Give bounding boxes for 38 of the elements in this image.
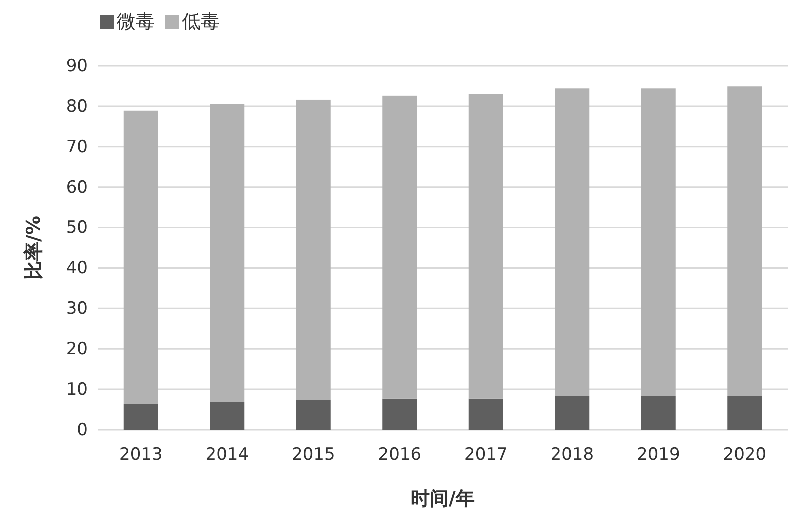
x-tick-label: 2020 (723, 445, 767, 466)
bar (641, 396, 676, 430)
bar (124, 110, 158, 404)
bar (555, 88, 590, 396)
legend-label: 微毒 (117, 11, 155, 33)
y-tick-label: 80 (66, 96, 88, 117)
x-axis-title: 时间/年 (411, 488, 475, 510)
x-tick-label: 2018 (550, 445, 594, 466)
bar (468, 94, 504, 399)
bar (728, 396, 762, 430)
y-tick-label: 30 (66, 299, 88, 320)
y-axis-title: 比率/% (23, 216, 45, 280)
y-tick-label: 0 (77, 420, 88, 440)
legend-label: 低毒 (182, 11, 220, 33)
bar (641, 88, 676, 396)
bar (555, 396, 590, 430)
bar (296, 100, 331, 400)
y-tick-label: 90 (66, 56, 88, 76)
x-tick-label: 2019 (636, 445, 680, 466)
bar (210, 104, 245, 402)
y-tick-label: 10 (66, 380, 88, 400)
y-tick-label: 70 (66, 137, 88, 158)
x-tick-label: 2015 (292, 445, 336, 466)
bar (728, 86, 762, 396)
bar (468, 398, 504, 430)
x-tick-label: 2014 (206, 445, 250, 466)
x-tick-label: 2016 (378, 445, 422, 466)
y-tick-label: 60 (66, 178, 88, 198)
x-tick-label: 2013 (119, 445, 163, 466)
bar (382, 398, 418, 430)
bar (382, 96, 418, 399)
x-tick-label: 2017 (464, 445, 508, 466)
bar (296, 400, 331, 430)
bar (124, 404, 158, 430)
y-tick-label: 50 (66, 218, 88, 238)
y-tick-label: 20 (66, 340, 88, 360)
bar (210, 402, 245, 430)
y-tick-label: 40 (66, 258, 88, 279)
